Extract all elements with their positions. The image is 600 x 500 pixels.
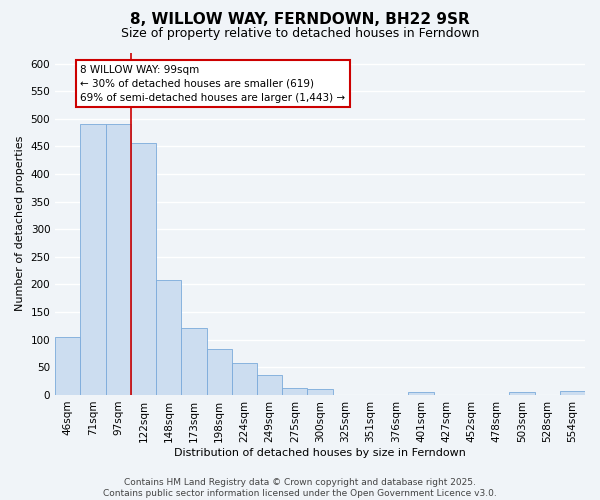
Text: 8 WILLOW WAY: 99sqm
← 30% of detached houses are smaller (619)
69% of semi-detac: 8 WILLOW WAY: 99sqm ← 30% of detached ho… [80,64,346,102]
Text: 8, WILLOW WAY, FERNDOWN, BH22 9SR: 8, WILLOW WAY, FERNDOWN, BH22 9SR [130,12,470,28]
Bar [509,392,535,395]
Bar [307,390,332,395]
Bar [156,280,181,395]
Bar [80,124,106,395]
Bar [409,392,434,395]
Bar [106,124,131,395]
Y-axis label: Number of detached properties: Number of detached properties [15,136,25,312]
Bar [181,328,206,395]
Text: Size of property relative to detached houses in Ferndown: Size of property relative to detached ho… [121,28,479,40]
Bar [282,388,307,395]
Bar [206,349,232,395]
Bar [232,364,257,395]
Bar [131,142,156,395]
X-axis label: Distribution of detached houses by size in Ferndown: Distribution of detached houses by size … [174,448,466,458]
Bar [257,374,282,395]
Bar [560,390,585,395]
Text: Contains HM Land Registry data © Crown copyright and database right 2025.
Contai: Contains HM Land Registry data © Crown c… [103,478,497,498]
Bar [55,337,80,395]
